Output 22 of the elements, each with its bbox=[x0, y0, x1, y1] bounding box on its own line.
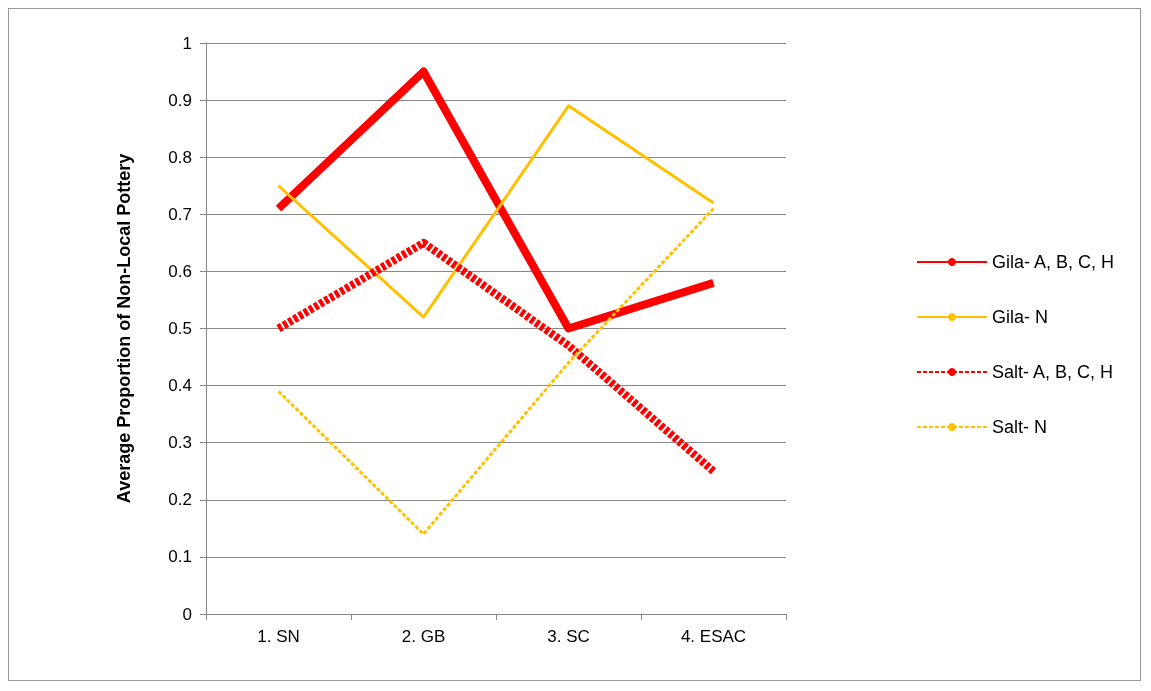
x-tick-label: 1. SN bbox=[257, 627, 300, 646]
legend-label: Gila- A, B, C, H bbox=[991, 252, 1115, 272]
y-tick-label: 0 bbox=[182, 604, 192, 624]
y-tick-label: 0.2 bbox=[168, 490, 192, 510]
y-tick-label: 0.1 bbox=[168, 547, 192, 567]
line-series bbox=[277, 207, 715, 536]
y-tick-label: 0.7 bbox=[168, 204, 192, 224]
y-tick-label: 0.9 bbox=[168, 90, 192, 110]
legend-label: Salt- A, B, C, H bbox=[991, 362, 1114, 382]
legend-label: Salt- N bbox=[991, 417, 1047, 437]
legend-label: Gila- N bbox=[991, 307, 1048, 327]
y-tick-label: 0.5 bbox=[168, 319, 192, 338]
y-tick-label: 0.8 bbox=[168, 147, 192, 167]
x-tick-label: 3. SC bbox=[547, 627, 590, 646]
x-tick-label: 2. GB bbox=[401, 627, 446, 646]
y-axis-title: Average Proportion of Non-Local Pottery bbox=[114, 153, 134, 504]
x-tick-label: 4. ESAC bbox=[680, 627, 747, 646]
line-series bbox=[277, 104, 715, 319]
y-tick-label: 0.3 bbox=[168, 433, 192, 453]
y-tick-label: 0.6 bbox=[168, 261, 192, 281]
y-tick-label: 0.4 bbox=[168, 376, 192, 396]
y-tick-label: 1 bbox=[182, 33, 192, 53]
